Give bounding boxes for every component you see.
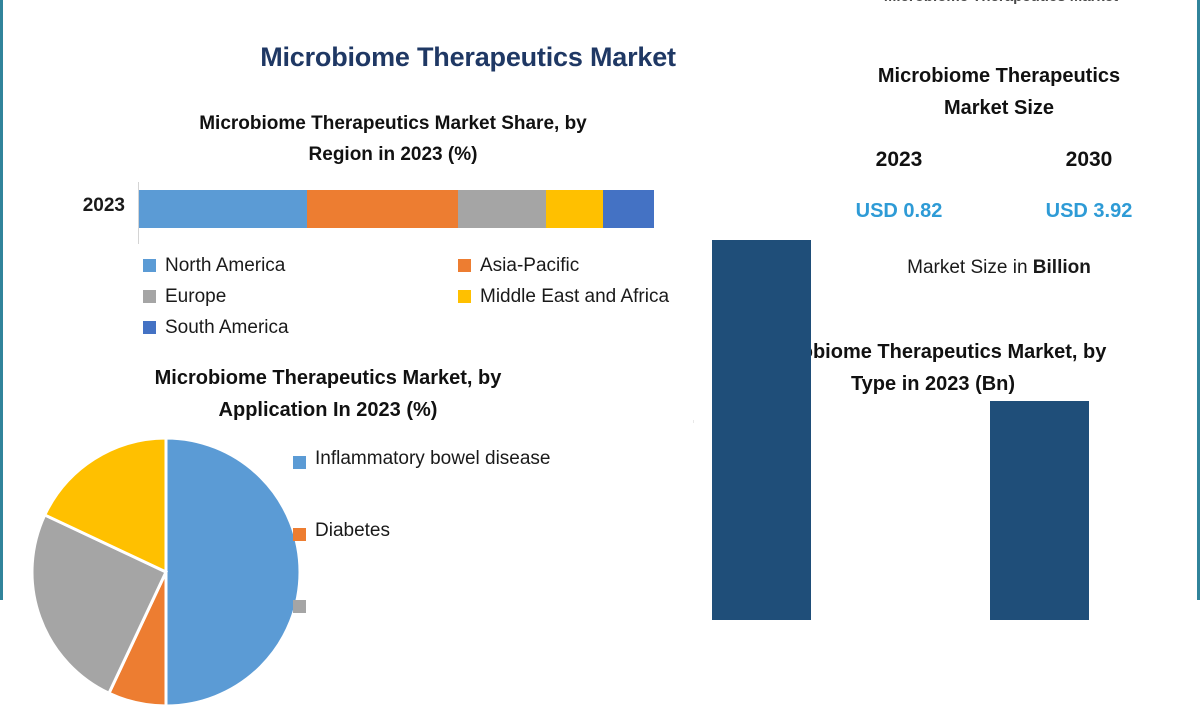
region-bar-segment bbox=[306, 190, 458, 228]
application-legend: Inflammatory bowel disease Diabetes bbox=[293, 448, 673, 664]
legend-label: South America bbox=[165, 316, 289, 338]
region-chart-axis-label: 2023 bbox=[82, 195, 125, 216]
region-bar-segment bbox=[545, 190, 603, 228]
legend-swatch-icon bbox=[143, 321, 156, 334]
legend-item-cropped bbox=[293, 592, 673, 664]
application-chart-title-line2: Application In 2023 (%) bbox=[218, 399, 438, 421]
type-bar bbox=[990, 400, 1089, 620]
region-chart-gridline bbox=[138, 182, 139, 244]
page-title: Microbiome Therapeutics Market bbox=[260, 42, 676, 72]
market-size-title: Microbiome Therapeutics Market Size bbox=[835, 60, 1163, 124]
type-chart-gridline bbox=[693, 420, 694, 423]
legend-item-inflammatory-bowel-disease: Inflammatory bowel disease bbox=[293, 448, 673, 520]
legend-item-south-america: South America bbox=[143, 317, 458, 339]
type-bar bbox=[712, 240, 811, 620]
legend-label: Asia-Pacific bbox=[480, 254, 580, 276]
region-bar-segment bbox=[602, 190, 654, 228]
legend-label: Diabetes bbox=[315, 520, 390, 541]
application-chart-title: Microbiome Therapeutics Market, by Appli… bbox=[13, 362, 643, 426]
legend-item-middle-east-and-africa: Middle East and Africa bbox=[458, 286, 669, 308]
application-pie-chart bbox=[31, 437, 301, 707]
legend-swatch-icon bbox=[293, 456, 306, 469]
legend-label: Middle East and Africa bbox=[480, 285, 670, 307]
region-legend-row: Europe Middle East and Africa bbox=[143, 281, 703, 312]
region-chart-title-line2: Region in 2023 (%) bbox=[308, 144, 478, 165]
pie-slice bbox=[42, 437, 168, 575]
legend-label: Inflammatory bowel disease bbox=[315, 448, 551, 469]
type-chart-title-line2: Type in 2023 (Bn) bbox=[850, 373, 1016, 395]
legend-item-europe: Europe bbox=[143, 286, 458, 308]
legend-swatch-icon bbox=[458, 259, 471, 272]
application-chart-title-line1: Microbiome Therapeutics Market, by bbox=[154, 367, 502, 389]
market-size-value-start: USD 0.82 bbox=[855, 200, 943, 222]
legend-swatch-icon bbox=[458, 290, 471, 303]
market-size-unit-prefix: Market Size in bbox=[907, 257, 1033, 278]
legend-item-north-america: North America bbox=[143, 255, 458, 277]
legend-item-asia-pacific: Asia-Pacific bbox=[458, 255, 579, 277]
region-stacked-bar bbox=[139, 190, 654, 228]
region-legend-row: North America Asia-Pacific bbox=[143, 250, 703, 281]
legend-swatch-icon bbox=[143, 290, 156, 303]
cut-off-caption: Microbiome Therapeutics Market bbox=[841, 0, 1161, 4]
region-chart-title-line1: Microbiome Therapeutics Market Share, by bbox=[199, 113, 587, 134]
legend-swatch-icon bbox=[143, 259, 156, 272]
region-bar-segment bbox=[457, 190, 546, 228]
legend-label: Europe bbox=[165, 285, 227, 307]
market-size-year-start: 2023 bbox=[875, 148, 923, 171]
legend-swatch-icon bbox=[293, 528, 306, 541]
legend-swatch-icon bbox=[293, 600, 306, 613]
market-size-title-line1: Microbiome Therapeutics bbox=[877, 65, 1121, 87]
pie-slice bbox=[164, 437, 301, 707]
type-chart-title: Microbiome Therapeutics Market, by Type … bbox=[663, 336, 1200, 400]
region-bar-segment bbox=[139, 190, 307, 228]
market-size-year-end: 2030 bbox=[1065, 148, 1113, 171]
market-size-unit-bold: Billion bbox=[1032, 257, 1091, 278]
region-legend-row: South America bbox=[143, 312, 703, 343]
legend-item-diabetes: Diabetes bbox=[293, 520, 673, 592]
type-chart-title-line1: Microbiome Therapeutics Market, by bbox=[759, 341, 1107, 363]
market-size-title-line2: Market Size bbox=[943, 97, 1055, 119]
legend-label: North America bbox=[165, 254, 286, 276]
market-size-unit-note: Market Size in Billion bbox=[835, 257, 1163, 279]
region-chart-title: Microbiome Therapeutics Market Share, by… bbox=[43, 108, 743, 170]
region-legend: North America Asia-Pacific Europe Middle… bbox=[143, 250, 703, 343]
market-size-value-end: USD 3.92 bbox=[1045, 200, 1133, 222]
